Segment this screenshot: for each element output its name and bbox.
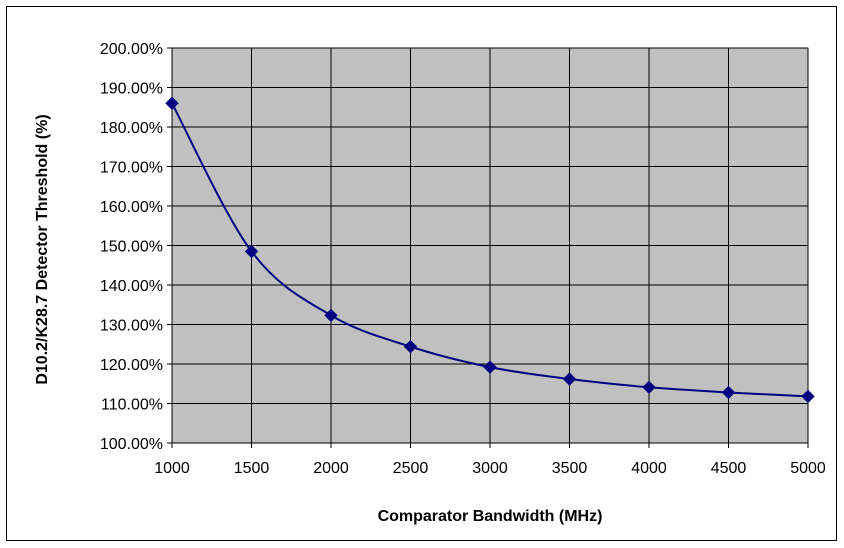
- data-point-marker: [244, 244, 259, 259]
- y-tick-label: 130.00%: [100, 318, 163, 335]
- data-point-marker: [324, 308, 338, 323]
- x-tick-label: 2500: [393, 460, 429, 477]
- data-point-marker: [642, 380, 656, 395]
- data-point-marker: [562, 372, 577, 386]
- y-tick-label: 180.00%: [100, 120, 163, 137]
- y-tick-label: 140.00%: [100, 278, 163, 295]
- x-tick-label: 2000: [313, 460, 349, 477]
- y-axis-title: D10.2/K28.7 Detector Threshold (%): [34, 114, 51, 384]
- data-point-marker: [483, 360, 497, 374]
- x-tick-label: 1500: [234, 460, 270, 477]
- data-markers: [165, 96, 815, 404]
- y-tick-label: 100.00%: [100, 436, 163, 453]
- x-tick-label: 4500: [711, 460, 747, 477]
- x-tick-labels: 1000 1500 2000 2500 3000 3500 4000 4500 5000: [154, 460, 826, 477]
- y-tick-label: 200.00%: [100, 41, 163, 58]
- y-tick-label: 160.00%: [100, 199, 163, 216]
- data-point-marker: [403, 339, 418, 354]
- y-tick-label: 150.00%: [100, 239, 163, 256]
- data-point-marker: [165, 96, 179, 111]
- data-point-marker: [721, 385, 736, 400]
- x-tick-label: 5000: [790, 460, 826, 477]
- y-tick-labels: 100.00% 110.00% 120.00% 130.00% 140.00% 150.0…: [100, 41, 163, 453]
- axes: [167, 47, 809, 448]
- data-point-marker: [801, 389, 815, 404]
- y-tick-label: 190.00%: [100, 81, 163, 98]
- x-tick-label: 3500: [552, 460, 588, 477]
- x-tick-label: 3000: [472, 460, 508, 477]
- y-tick-label: 120.00%: [100, 357, 163, 374]
- y-tick-label: 170.00%: [100, 160, 163, 177]
- y-tick-label: 110.00%: [101, 397, 163, 414]
- x-tick-label: 1000: [154, 460, 190, 477]
- x-tick-label: 4000: [631, 460, 667, 477]
- x-axis-title: Comparator Bandwidth (MHz): [378, 508, 603, 525]
